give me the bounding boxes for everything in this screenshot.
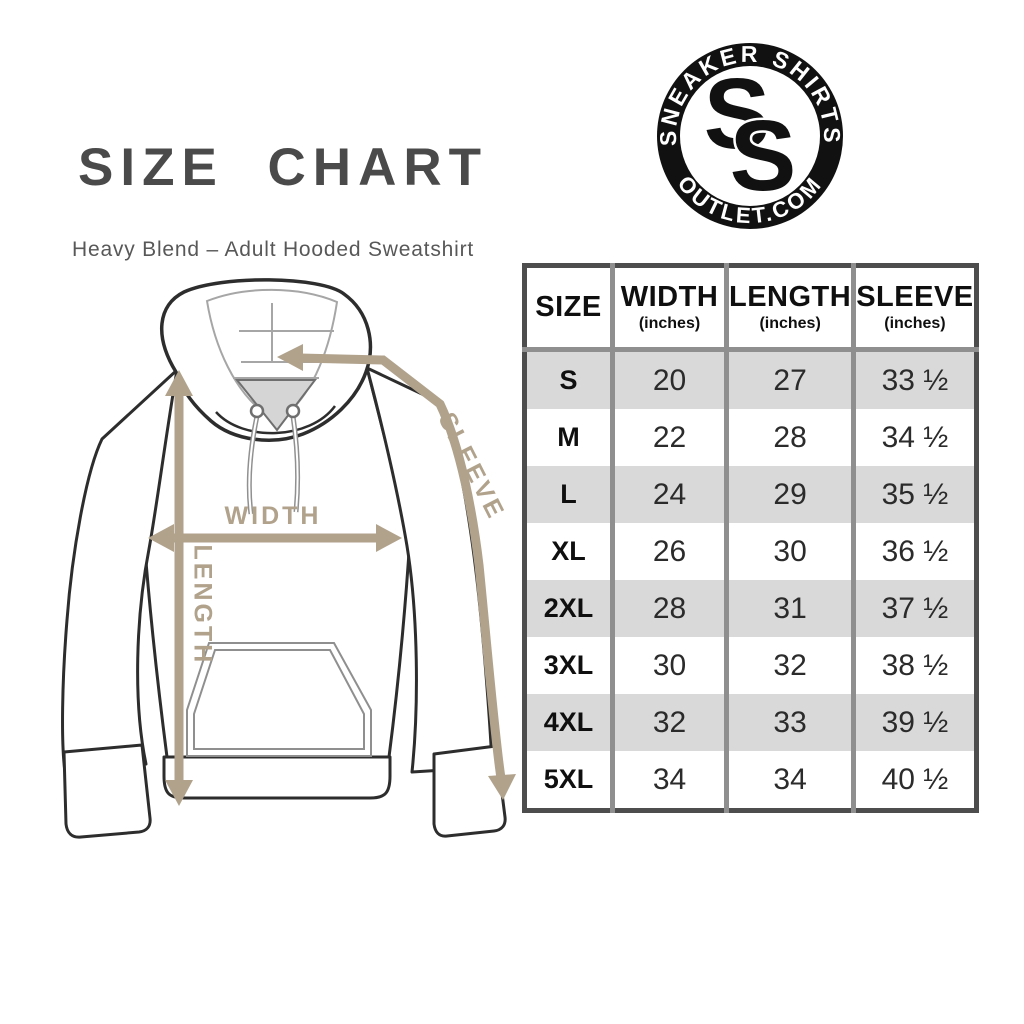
size-cell: M: [557, 422, 580, 452]
sleeve-cell: 37 ½: [851, 580, 977, 637]
sleeve-cell: 34 ½: [851, 409, 977, 466]
logo-monogram-front-s: S: [730, 100, 797, 212]
col-header-width-sublabel: (inches): [638, 314, 701, 332]
col-header-sleeve-sublabel: (inches): [884, 314, 946, 332]
table-row: M 22 28 34 ½: [525, 409, 977, 466]
col-header-length-sublabel: (inches): [759, 314, 821, 332]
width-cell: 24: [610, 466, 727, 523]
sleeve-cell: 33 ½: [851, 349, 977, 409]
hoodie-right-cuff: [432, 744, 507, 838]
length-cell: 34: [723, 751, 854, 811]
kangaroo-pocket: [186, 642, 372, 757]
sleeve-cell: 39 ½: [851, 694, 977, 751]
table-row: L 24 29 35 ½: [524, 466, 977, 523]
col-header-length-label: LENGTH: [729, 281, 852, 314]
logo-inner-circle: [680, 66, 820, 206]
size-cell: S: [559, 365, 578, 395]
col-header-width: WIDTH (inches): [610, 265, 727, 352]
length-cell: 29: [723, 466, 854, 523]
sleeve-cell: 36 ½: [851, 523, 977, 580]
width-cell: 28: [610, 580, 727, 637]
size-cell: 5XL: [543, 764, 594, 794]
col-header-length: LENGTH (inches): [723, 265, 854, 352]
length-cell: 33: [723, 694, 854, 751]
brand-logo: SNEAKER SHIRTS OUTLET.COM S S: [655, 41, 843, 229]
size-cell: XL: [551, 536, 586, 566]
col-header-size-label: SIZE: [535, 291, 602, 324]
sleeve-cell: 38 ½: [851, 637, 977, 694]
length-cell: 28: [723, 409, 854, 466]
table-row: XL 26 30 36 ½: [525, 523, 977, 580]
sleeve-cell: 40 ½: [851, 751, 977, 811]
width-cell: 22: [610, 409, 727, 466]
length-cell: 31: [723, 580, 854, 637]
size-cell: 2XL: [543, 593, 594, 623]
length-cell: 32: [723, 637, 854, 694]
width-cell: 20: [610, 349, 727, 409]
width-cell: 34: [610, 751, 727, 811]
width-cell: 26: [610, 523, 727, 580]
page-subtitle: Heavy Blend – Adult Hooded Sweatshirt: [72, 238, 474, 261]
size-cell: L: [560, 479, 577, 509]
table-row: 3XL 30 32 38 ½: [525, 637, 977, 694]
col-header-sleeve-label: SLEEVE: [856, 281, 974, 314]
drawstrings: [246, 403, 301, 515]
table-row: 2XL 28 31 37 ½: [524, 580, 977, 637]
page-title: SIZE CHART: [78, 138, 488, 197]
length-cell: 30: [723, 523, 854, 580]
col-header-size: SIZE: [524, 265, 613, 352]
table-row: S 20 27 33 ½: [524, 349, 977, 409]
table-row: 4XL 32 33 39 ½: [524, 694, 977, 751]
hoodie-left-sleeve: [61, 368, 179, 774]
size-cell: 3XL: [543, 650, 594, 680]
arrowheads: [148, 344, 516, 806]
size-cell: 4XL: [543, 707, 594, 737]
logo-monogram-back-s: S: [704, 58, 771, 170]
sleeve-arrow: [299, 353, 506, 779]
hoodie-hem-band: [162, 755, 392, 800]
width-cell: 30: [610, 637, 727, 694]
length-cell: 27: [723, 349, 854, 409]
hoodie-left-cuff: [62, 743, 152, 839]
table-row: 5XL 34 34 40 ½: [525, 751, 977, 811]
collar-seam: [215, 405, 337, 435]
col-header-sleeve: SLEEVE (inches): [851, 265, 977, 352]
width-arrow-label: WIDTH: [224, 502, 322, 530]
col-header-width-label: WIDTH: [620, 281, 719, 314]
size-table-header: SIZE WIDTH (inches) LENGTH (inches) SLEEVE…: [524, 265, 977, 352]
sleeve-cell: 35 ½: [851, 466, 977, 523]
length-arrow-label: LENGTH: [188, 544, 217, 666]
size-table: SIZE WIDTH (inches) LENGTH (inches) SLEEVE…: [522, 263, 979, 813]
width-cell: 32: [610, 694, 727, 751]
